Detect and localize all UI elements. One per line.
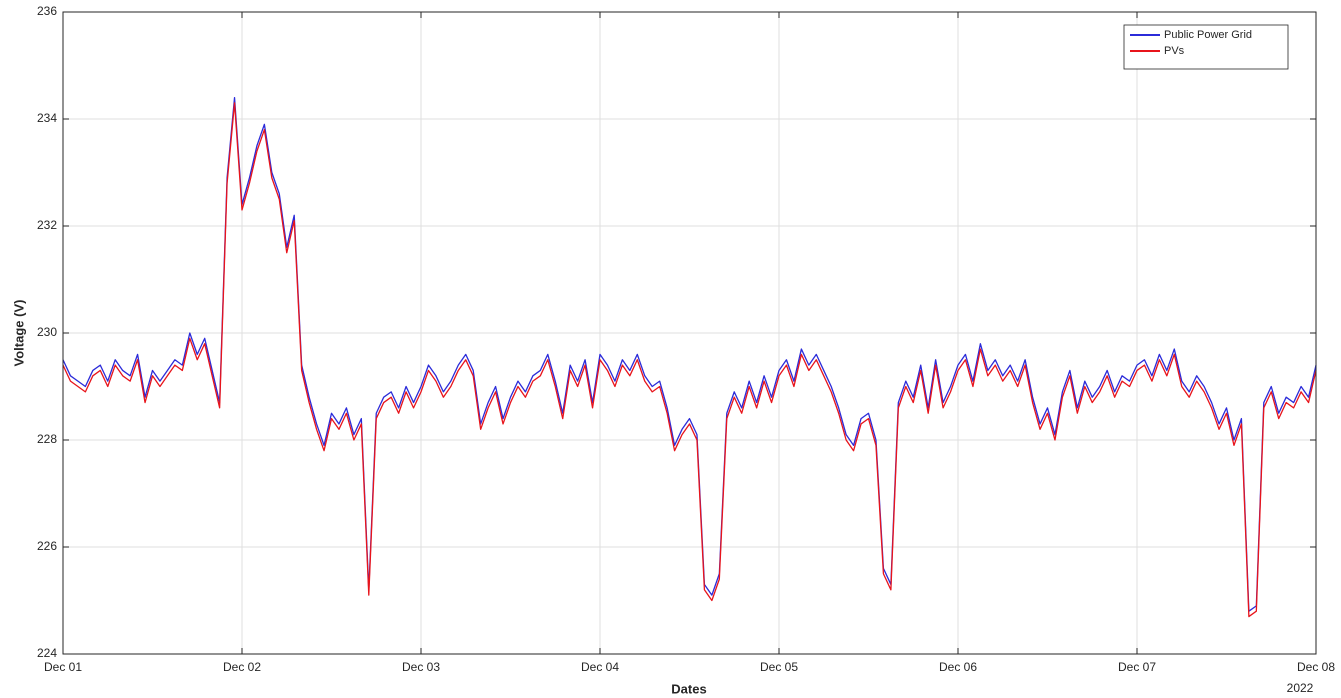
y-tick-label: 236 <box>37 4 57 18</box>
x-tick-label: Dec 02 <box>223 660 261 674</box>
y-tick-label: 224 <box>37 646 57 660</box>
y-tick-label: 226 <box>37 539 57 553</box>
legend-label: Public Power Grid <box>1164 29 1252 41</box>
y-axis-label: Voltage (V) <box>11 300 26 367</box>
y-tick-label: 232 <box>37 218 57 232</box>
x-axis-label: Dates <box>671 681 706 696</box>
x-tick-label: Dec 08 <box>1297 660 1335 674</box>
x-tick-label: Dec 07 <box>1118 660 1156 674</box>
legend-box <box>1123 24 1289 70</box>
x-tick-label: Dec 01 <box>44 660 82 674</box>
x-annotation: 2022 <box>1287 681 1314 695</box>
y-tick-label: 234 <box>37 111 57 125</box>
x-tick-label: Dec 04 <box>581 660 619 674</box>
x-tick-label: Dec 03 <box>402 660 440 674</box>
legend-label: PVs <box>1164 45 1185 57</box>
y-tick-label: 228 <box>37 432 57 446</box>
series-line <box>62 96 1317 612</box>
series-line <box>62 102 1317 618</box>
x-tick-label: Dec 06 <box>939 660 977 674</box>
x-tick-label: Dec 05 <box>760 660 798 674</box>
plot-frame <box>62 11 1317 655</box>
y-tick-label: 230 <box>37 325 57 339</box>
